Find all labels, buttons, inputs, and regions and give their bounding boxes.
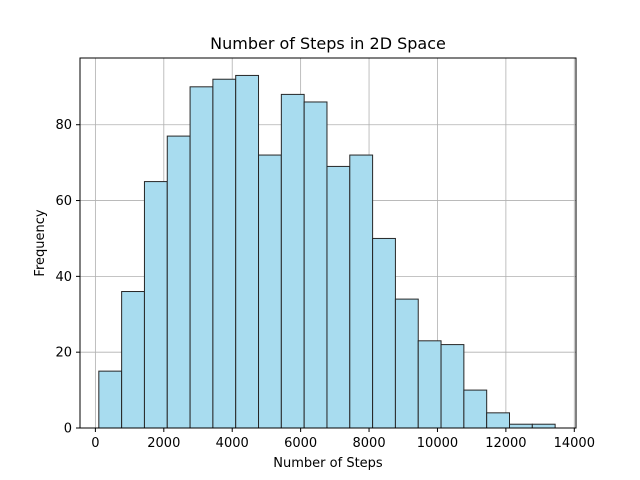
- y-tick-label: 0: [64, 422, 72, 437]
- histogram-bar: [440, 344, 465, 429]
- x-tick-label: 2000: [147, 436, 180, 451]
- y-tick-label: 40: [55, 270, 72, 285]
- x-tick-label: 12000: [485, 436, 526, 451]
- histogram-bar: [189, 86, 214, 429]
- histogram-bar: [417, 340, 442, 429]
- plot-frame: [79, 57, 577, 429]
- histogram-bars: [98, 74, 556, 429]
- histogram-bar: [303, 101, 328, 429]
- x-tick-label: 4000: [216, 436, 249, 451]
- histogram-bar: [98, 370, 123, 429]
- histogram-bar: [372, 237, 396, 429]
- chart-title: Number of Steps in 2D Space: [210, 34, 446, 53]
- y-axis-label: Frequency: [33, 209, 48, 276]
- x-axis-ticks: 0 2000 4000 6000 8000 10000 12000 14000: [91, 428, 595, 451]
- y-axis-ticks: 0 20 40 60 80: [55, 118, 80, 437]
- y-tick-label: 20: [55, 346, 72, 361]
- x-tick-label: 6000: [284, 436, 317, 451]
- histogram-bar: [258, 154, 282, 429]
- histogram-bar: [121, 291, 145, 429]
- histogram-bar: [394, 298, 419, 429]
- histogram-bar: [280, 93, 305, 429]
- histogram-bar: [235, 74, 260, 429]
- histogram-bar: [143, 181, 168, 429]
- x-axis-label: Number of Steps: [273, 456, 383, 471]
- y-tick-label: 60: [55, 194, 72, 209]
- x-tick-label: 8000: [353, 436, 386, 451]
- histogram-bar: [509, 423, 533, 429]
- histogram-bar: [212, 78, 237, 429]
- x-tick-label: 10000: [417, 436, 458, 451]
- histogram-bar: [326, 165, 351, 429]
- histogram-bar: [349, 154, 374, 429]
- histogram-bar: [463, 389, 488, 429]
- histogram-bar: [531, 423, 556, 429]
- histogram-bar: [166, 135, 191, 429]
- y-tick-label: 80: [55, 118, 72, 133]
- x-tick-label: 14000: [554, 436, 595, 451]
- histogram-bar: [486, 412, 511, 429]
- x-tick-label: 0: [91, 436, 99, 451]
